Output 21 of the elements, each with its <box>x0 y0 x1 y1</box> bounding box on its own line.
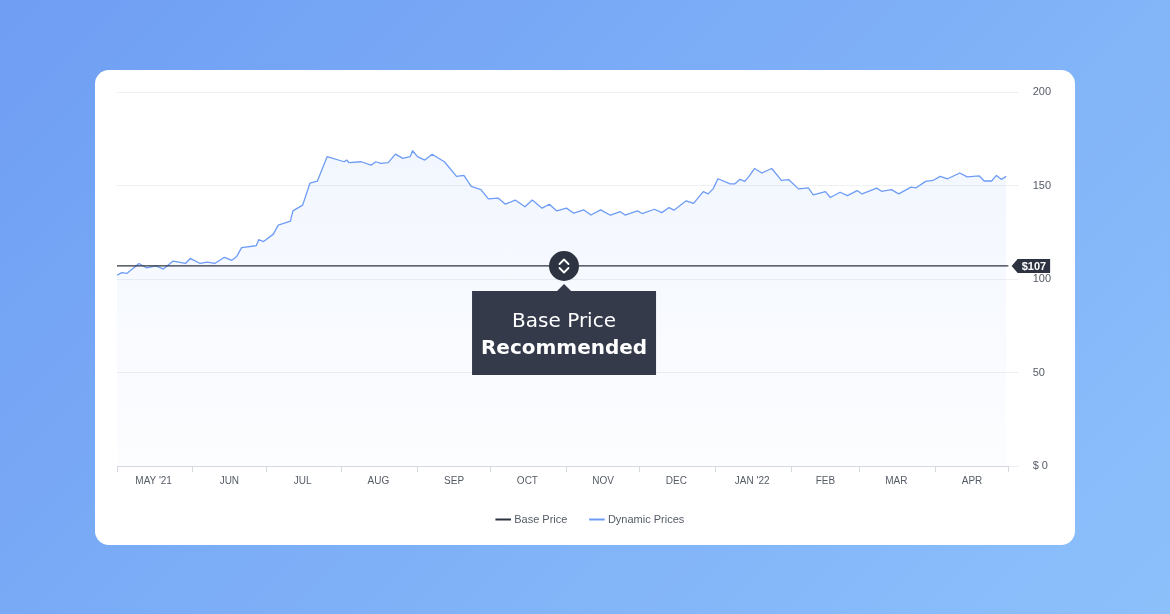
x-tick-label: SEP <box>444 474 465 486</box>
annotation: $107 <box>1021 259 1047 272</box>
legend-label: Dynamic Prices <box>607 512 685 525</box>
x-tick-label: JAN '22 <box>734 474 770 486</box>
y-tick-label: 50 <box>1032 365 1045 378</box>
x-tick-label: OCT <box>516 474 538 486</box>
y-tick-label: 200 <box>1032 85 1052 98</box>
x-tick-label: MAY '21 <box>135 474 173 486</box>
x-tick-label: DEC <box>665 474 687 486</box>
y-tick-label: 150 <box>1032 178 1052 191</box>
annotation: Base Price Recommended <box>480 308 648 360</box>
x-tick-label: JUN <box>219 474 240 486</box>
legend-label: Base Price <box>514 512 568 525</box>
x-tick-label: AUG <box>367 474 390 486</box>
x-tick-label: FEB <box>815 474 836 486</box>
x-tick-label: JUL <box>293 474 312 486</box>
x-tick-label: MAR <box>885 474 908 486</box>
x-tick-label: APR <box>961 474 983 486</box>
x-tick-label: NOV <box>592 474 615 486</box>
y-tick-label: $ 0 <box>1032 459 1048 472</box>
y-tick-label: 100 <box>1032 272 1052 285</box>
